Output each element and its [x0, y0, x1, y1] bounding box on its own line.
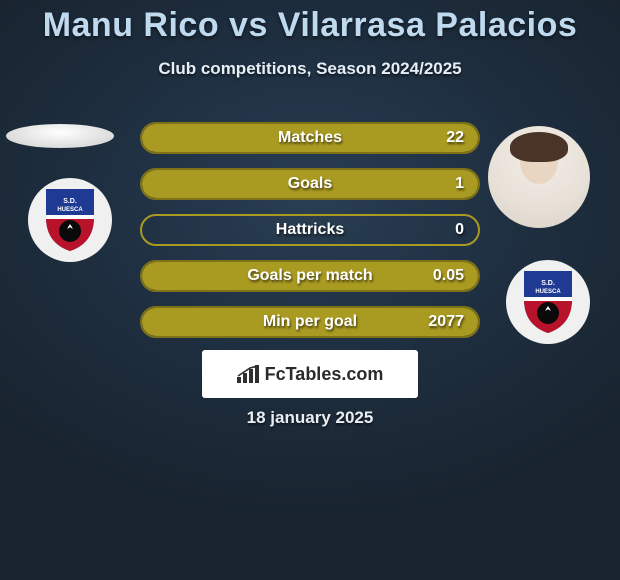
stat-bar-label: Matches	[278, 129, 342, 147]
svg-text:S.D.: S.D.	[541, 280, 555, 287]
stat-bar-label: Hattricks	[276, 221, 344, 239]
stat-bar-value: 0.05	[433, 267, 464, 285]
stat-bar: Goals 1	[140, 168, 480, 200]
stat-bar: Hattricks 0	[140, 214, 480, 246]
avatar-right-player	[488, 126, 590, 228]
stat-bar-value: 0	[455, 221, 464, 239]
stat-bar-value: 22	[446, 129, 464, 147]
page-subtitle: Club competitions, Season 2024/2025	[0, 59, 620, 79]
branding-text: FcTables.com	[265, 364, 384, 385]
stat-bar: Matches 22	[140, 122, 480, 154]
stat-bar-label: Goals per match	[247, 267, 372, 285]
club-crest-right: S.D. HUESCA	[506, 260, 590, 344]
bar-chart-icon	[237, 365, 259, 383]
infographic-root: Manu Rico vs Vilarrasa Palacios Club com…	[0, 0, 620, 580]
stat-bar: Goals per match 0.05	[140, 260, 480, 292]
stat-bars: Matches 22 Goals 1 Hattricks 0 Goals per match…	[140, 122, 480, 352]
date-text: 18 january 2025	[0, 408, 620, 428]
svg-text:S.D.: S.D.	[63, 198, 77, 205]
page-title: Manu Rico vs Vilarrasa Palacios	[0, 0, 620, 45]
shield-icon: S.D. HUESCA	[520, 269, 576, 335]
stat-bar: Min per goal 2077	[140, 306, 480, 338]
stat-bar-label: Goals	[288, 175, 332, 193]
svg-text:HUESCA: HUESCA	[57, 207, 83, 213]
club-crest-left: S.D. HUESCA	[28, 178, 112, 262]
stat-bar-value: 2077	[428, 313, 464, 331]
shield-icon: S.D. HUESCA	[42, 187, 98, 253]
stat-bar-value: 1	[455, 175, 464, 193]
branding-box: FcTables.com	[202, 350, 418, 398]
avatar-left-player	[6, 124, 114, 148]
svg-text:HUESCA: HUESCA	[535, 289, 561, 295]
stat-bar-label: Min per goal	[263, 313, 357, 331]
